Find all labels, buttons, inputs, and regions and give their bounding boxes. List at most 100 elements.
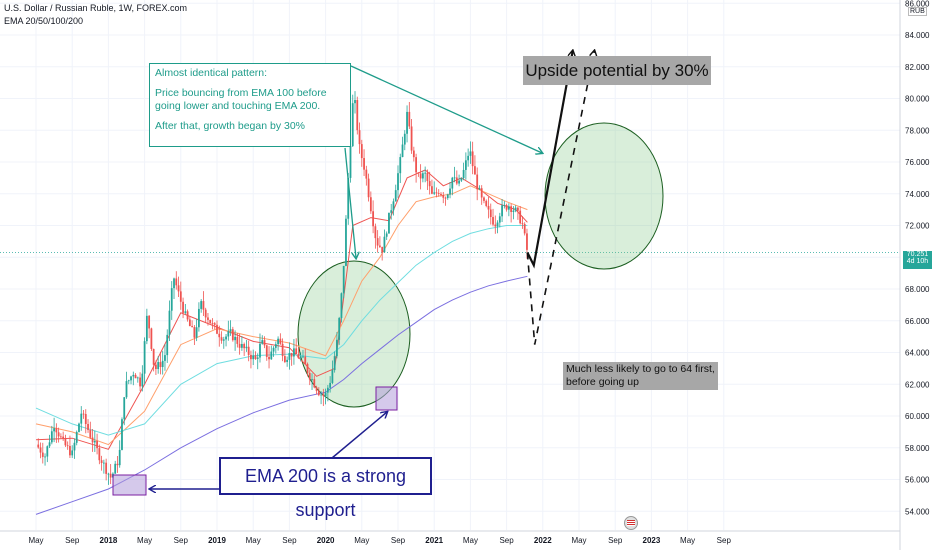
candle-body — [218, 333, 221, 338]
candle-body — [182, 301, 184, 313]
candle-body — [59, 436, 62, 438]
candle-body — [451, 177, 454, 189]
candle-body — [132, 374, 135, 377]
pattern-note-line2: After that, growth began by 30% — [155, 120, 306, 132]
pattern-note[interactable]: Almost identical pattern: Price bouncing… — [149, 63, 351, 147]
candle-body — [240, 344, 243, 348]
candle-body — [446, 194, 449, 199]
candle-body — [44, 456, 46, 458]
candle-body — [41, 452, 44, 457]
price-tick-label: 62.000 — [905, 380, 930, 389]
candle-body — [252, 355, 255, 360]
time-tick-label: 2018 — [100, 536, 118, 545]
candle-body — [245, 346, 248, 349]
candle-body — [324, 392, 327, 397]
candle-body — [290, 352, 293, 357]
candle-body — [474, 166, 476, 175]
candle-body — [277, 338, 279, 345]
candle-body — [379, 245, 381, 247]
time-axis: May Sep 2018 May Sep 2019 May Sep 2020 May Sep 2021… — [28, 536, 731, 545]
candle-body — [270, 351, 273, 360]
candle-body — [80, 413, 83, 424]
candle-body — [336, 339, 338, 357]
candle-body — [510, 206, 513, 212]
price-tick-label: 66.000 — [905, 317, 930, 326]
price-tick-label: 72.000 — [905, 222, 930, 231]
candle-body — [383, 236, 386, 253]
candle-body — [428, 181, 431, 187]
currency-label[interactable]: RUB — [908, 7, 927, 16]
candle-body — [213, 323, 216, 325]
projection-lines — [526, 51, 594, 345]
time-tick-label: May — [463, 536, 478, 545]
candle-body — [435, 192, 438, 194]
candle-body — [216, 324, 218, 334]
time-tick-label: 2019 — [208, 536, 226, 545]
candle-body — [326, 387, 329, 393]
candle-body — [136, 377, 139, 379]
candle-body — [340, 293, 343, 319]
candle-body — [186, 311, 189, 320]
price-tick-label: 64.000 — [905, 349, 930, 358]
candle-body — [193, 327, 196, 338]
price-tick-label: 54.000 — [905, 507, 930, 516]
candle-body — [496, 222, 499, 227]
candle-body — [175, 278, 178, 286]
ema-support-note[interactable]: EMA 200 is a strong support — [219, 457, 432, 520]
less-likely-note[interactable]: Much less likely to go to 64 first, befo… — [563, 362, 718, 390]
candle-body — [365, 169, 368, 179]
candle-body — [480, 188, 483, 198]
candle-body — [390, 210, 393, 213]
candle-body — [39, 447, 42, 453]
ellipse-2021 — [544, 122, 664, 270]
candle-body — [161, 360, 164, 368]
arrow-pattern-right — [350, 65, 542, 153]
candle-body — [150, 328, 153, 349]
candle-body — [195, 327, 198, 338]
candle-body — [188, 319, 191, 327]
candle-body — [517, 207, 519, 211]
candle-body — [471, 151, 474, 167]
candle-body — [209, 319, 212, 324]
candle-body — [322, 394, 325, 397]
candle-body — [179, 291, 182, 302]
price-candles — [37, 91, 528, 487]
candle-body — [139, 377, 141, 387]
candle-body — [69, 445, 71, 456]
candle-body — [431, 186, 433, 194]
candle-body — [225, 336, 227, 340]
candle-body — [392, 201, 395, 211]
candle-body — [329, 382, 332, 388]
price-tick-label: 80.000 — [905, 95, 930, 104]
candle-body — [231, 329, 234, 341]
candle-body — [415, 157, 417, 173]
candle-body — [293, 348, 295, 357]
last-price-value: 70.251 — [906, 251, 929, 258]
candle-body — [96, 440, 98, 449]
candle-body — [311, 379, 313, 380]
candle-body — [478, 188, 481, 190]
candle-body — [268, 356, 270, 360]
time-tick-label: May — [28, 536, 43, 545]
candle-body — [200, 301, 203, 309]
price-tick-label: 76.000 — [905, 158, 930, 167]
price-tick-label: 82.000 — [905, 63, 930, 72]
candle-body — [519, 210, 522, 224]
upside-note[interactable]: Upside potential by 30% — [523, 56, 711, 85]
candle-body — [279, 338, 282, 344]
time-tick-label: 2023 — [643, 536, 661, 545]
time-tick-label: Sep — [282, 536, 297, 545]
candle-body — [424, 172, 427, 174]
candle-body — [358, 130, 361, 145]
candle-body — [410, 126, 413, 151]
candle-body — [505, 205, 508, 210]
candle-body — [62, 436, 65, 439]
candle-body — [412, 150, 415, 158]
economic-event-icon[interactable] — [624, 516, 638, 530]
candle-body — [222, 339, 225, 341]
candle-body — [87, 423, 89, 430]
candle-body — [57, 432, 60, 437]
candle-body — [141, 373, 144, 387]
candle-body — [297, 354, 300, 359]
candle-body — [93, 440, 96, 443]
